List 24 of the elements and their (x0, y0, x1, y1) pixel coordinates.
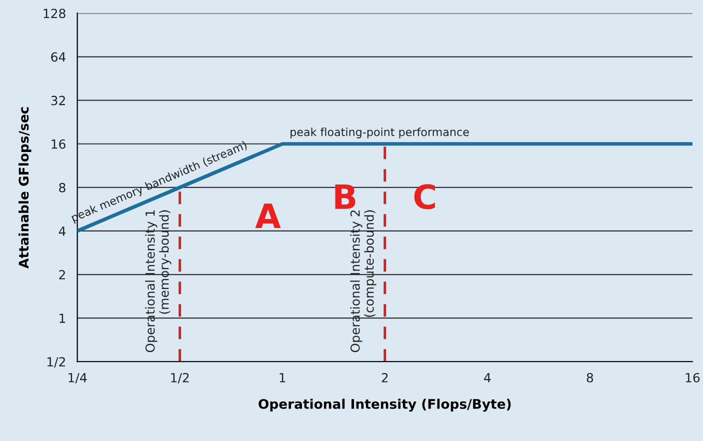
x-tick-label: 1/2 (171, 372, 189, 384)
annotation: C (414, 184, 435, 210)
y-tick-label: 128 (44, 8, 66, 18)
y-tick-label: 8 (59, 182, 66, 192)
x-tick-label: 4 (484, 373, 491, 382)
y-tick-label: 1/2 (47, 357, 65, 368)
y-tick-label: 4 (58, 226, 66, 236)
ref-line-label: Operational Intensity 1 (memory-bound) (145, 210, 172, 352)
annotation: A (255, 204, 281, 228)
y-tick-label: 2 (59, 270, 65, 280)
y-tick-label: 32 (51, 96, 65, 106)
annotation: B (335, 184, 356, 209)
x-tick-label: 8 (586, 372, 594, 382)
y-tick-label: 16 (52, 139, 66, 149)
x-tick-label: 16 (686, 372, 700, 382)
y-tick-label: 64 (51, 52, 66, 62)
y-tick-label: 1 (60, 314, 66, 323)
x-tick-label: 1/4 (68, 373, 87, 384)
annotation: peak floating-point performance (290, 128, 469, 138)
x-axis-title: Operational Intensity (Flops/Byte) (258, 398, 511, 412)
y-axis-title: Attainable GFlops/sec (18, 107, 32, 268)
x-tick-label: 2 (382, 372, 388, 382)
ref-line-label: Operational Intensity 2 (compute-bound) (350, 210, 376, 352)
x-tick-label: 1 (280, 373, 286, 382)
